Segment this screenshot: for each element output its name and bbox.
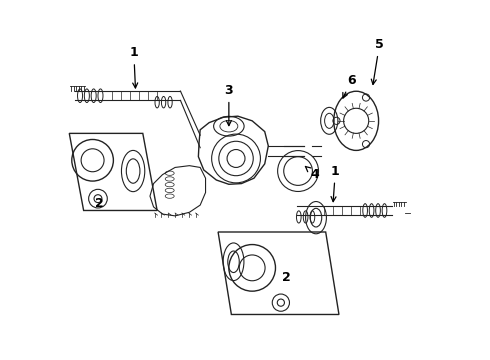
Text: 2: 2 (95, 197, 103, 210)
Text: 3: 3 (224, 84, 233, 126)
Text: 6: 6 (343, 74, 356, 98)
Text: 5: 5 (371, 38, 384, 85)
Text: 2: 2 (282, 271, 291, 284)
Text: 1: 1 (331, 165, 340, 202)
Text: 4: 4 (305, 166, 319, 181)
Text: 1: 1 (129, 46, 138, 88)
